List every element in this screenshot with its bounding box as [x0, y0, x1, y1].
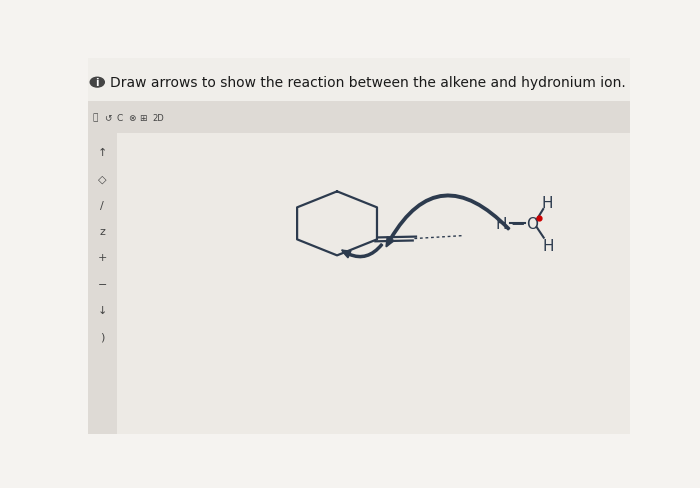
Text: z: z	[99, 226, 105, 236]
Text: C: C	[116, 113, 122, 122]
Text: H: H	[495, 216, 507, 231]
Text: Draw arrows to show the reaction between the alkene and hydronium ion.: Draw arrows to show the reaction between…	[111, 76, 626, 90]
FancyArrowPatch shape	[386, 195, 510, 247]
Text: ⊞: ⊞	[139, 113, 147, 122]
FancyBboxPatch shape	[118, 134, 630, 434]
FancyArrowPatch shape	[342, 244, 382, 258]
Text: ⬜: ⬜	[93, 113, 98, 122]
FancyBboxPatch shape	[88, 134, 118, 434]
Text: ⊗: ⊗	[127, 113, 135, 122]
Text: ): )	[100, 332, 104, 342]
Circle shape	[90, 78, 104, 88]
Text: —: —	[511, 218, 524, 230]
Text: 2D: 2D	[152, 113, 164, 122]
Text: −: −	[97, 279, 107, 289]
Text: i: i	[95, 78, 99, 88]
Text: ↑: ↑	[97, 147, 107, 158]
FancyBboxPatch shape	[88, 59, 630, 103]
Text: O: O	[526, 216, 538, 231]
Text: +: +	[97, 253, 107, 263]
Text: ↺: ↺	[104, 113, 111, 122]
Text: H: H	[543, 239, 554, 254]
FancyBboxPatch shape	[88, 102, 630, 134]
Text: ◇: ◇	[98, 174, 106, 184]
Text: ↓: ↓	[97, 305, 107, 315]
Text: /: /	[100, 200, 104, 210]
Text: H: H	[542, 196, 553, 211]
